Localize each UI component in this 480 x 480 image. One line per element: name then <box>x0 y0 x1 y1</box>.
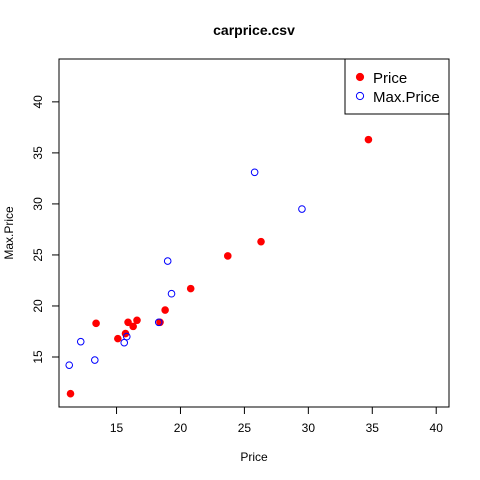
data-point-price <box>114 334 122 343</box>
y-tick-label: 30 <box>31 197 45 211</box>
data-point-max-price <box>65 361 74 369</box>
data-point-price <box>223 252 232 260</box>
data-point-max-price <box>91 356 99 364</box>
y-axis-label: Max.Price <box>2 206 16 260</box>
data-point-price <box>133 316 141 325</box>
data-point-price <box>92 319 100 328</box>
data-point-price <box>161 306 169 314</box>
data-point-price <box>124 318 132 327</box>
data-point-max-price <box>120 338 129 347</box>
x-tick-label: 20 <box>174 421 188 435</box>
legend-label-price: Price <box>373 70 407 87</box>
data-point-price <box>186 284 195 293</box>
x-tick-label: 15 <box>110 421 124 435</box>
y-axis: 15 20 25 30 35 40 <box>31 95 60 364</box>
x-tick-label: 25 <box>238 421 252 435</box>
data-point-price <box>257 237 265 246</box>
legend: Price Max.Price <box>344 58 450 115</box>
data-point-max-price <box>122 332 131 341</box>
legend-marker-max-price <box>355 91 365 101</box>
data-point-price <box>66 389 75 398</box>
data-point-max-price <box>250 168 259 177</box>
x-axis: 15 20 25 30 35 40 <box>110 406 444 435</box>
data-point-max-price <box>163 257 172 265</box>
x-tick-label: 30 <box>302 421 316 435</box>
legend-box <box>344 58 450 115</box>
x-tick-label: 40 <box>430 421 444 435</box>
x-axis-label: Price <box>240 450 268 464</box>
data-points <box>65 135 373 398</box>
data-point-max-price <box>76 337 85 346</box>
data-point-max-price <box>167 289 176 298</box>
data-point-max-price <box>298 205 306 213</box>
legend-label-max-price: Max.Price <box>373 89 440 106</box>
y-tick-label: 15 <box>31 350 45 364</box>
chart-title: carprice.csv <box>213 22 295 38</box>
data-point-price <box>129 322 137 331</box>
y-tick-label: 35 <box>31 146 45 160</box>
data-point-max-price <box>154 318 163 327</box>
y-tick-label: 20 <box>31 299 45 313</box>
y-tick-label: 25 <box>31 248 45 262</box>
y-tick-label: 40 <box>31 95 45 109</box>
data-point-price <box>364 135 373 144</box>
legend-marker-price <box>355 72 365 82</box>
x-tick-label: 35 <box>366 421 380 435</box>
